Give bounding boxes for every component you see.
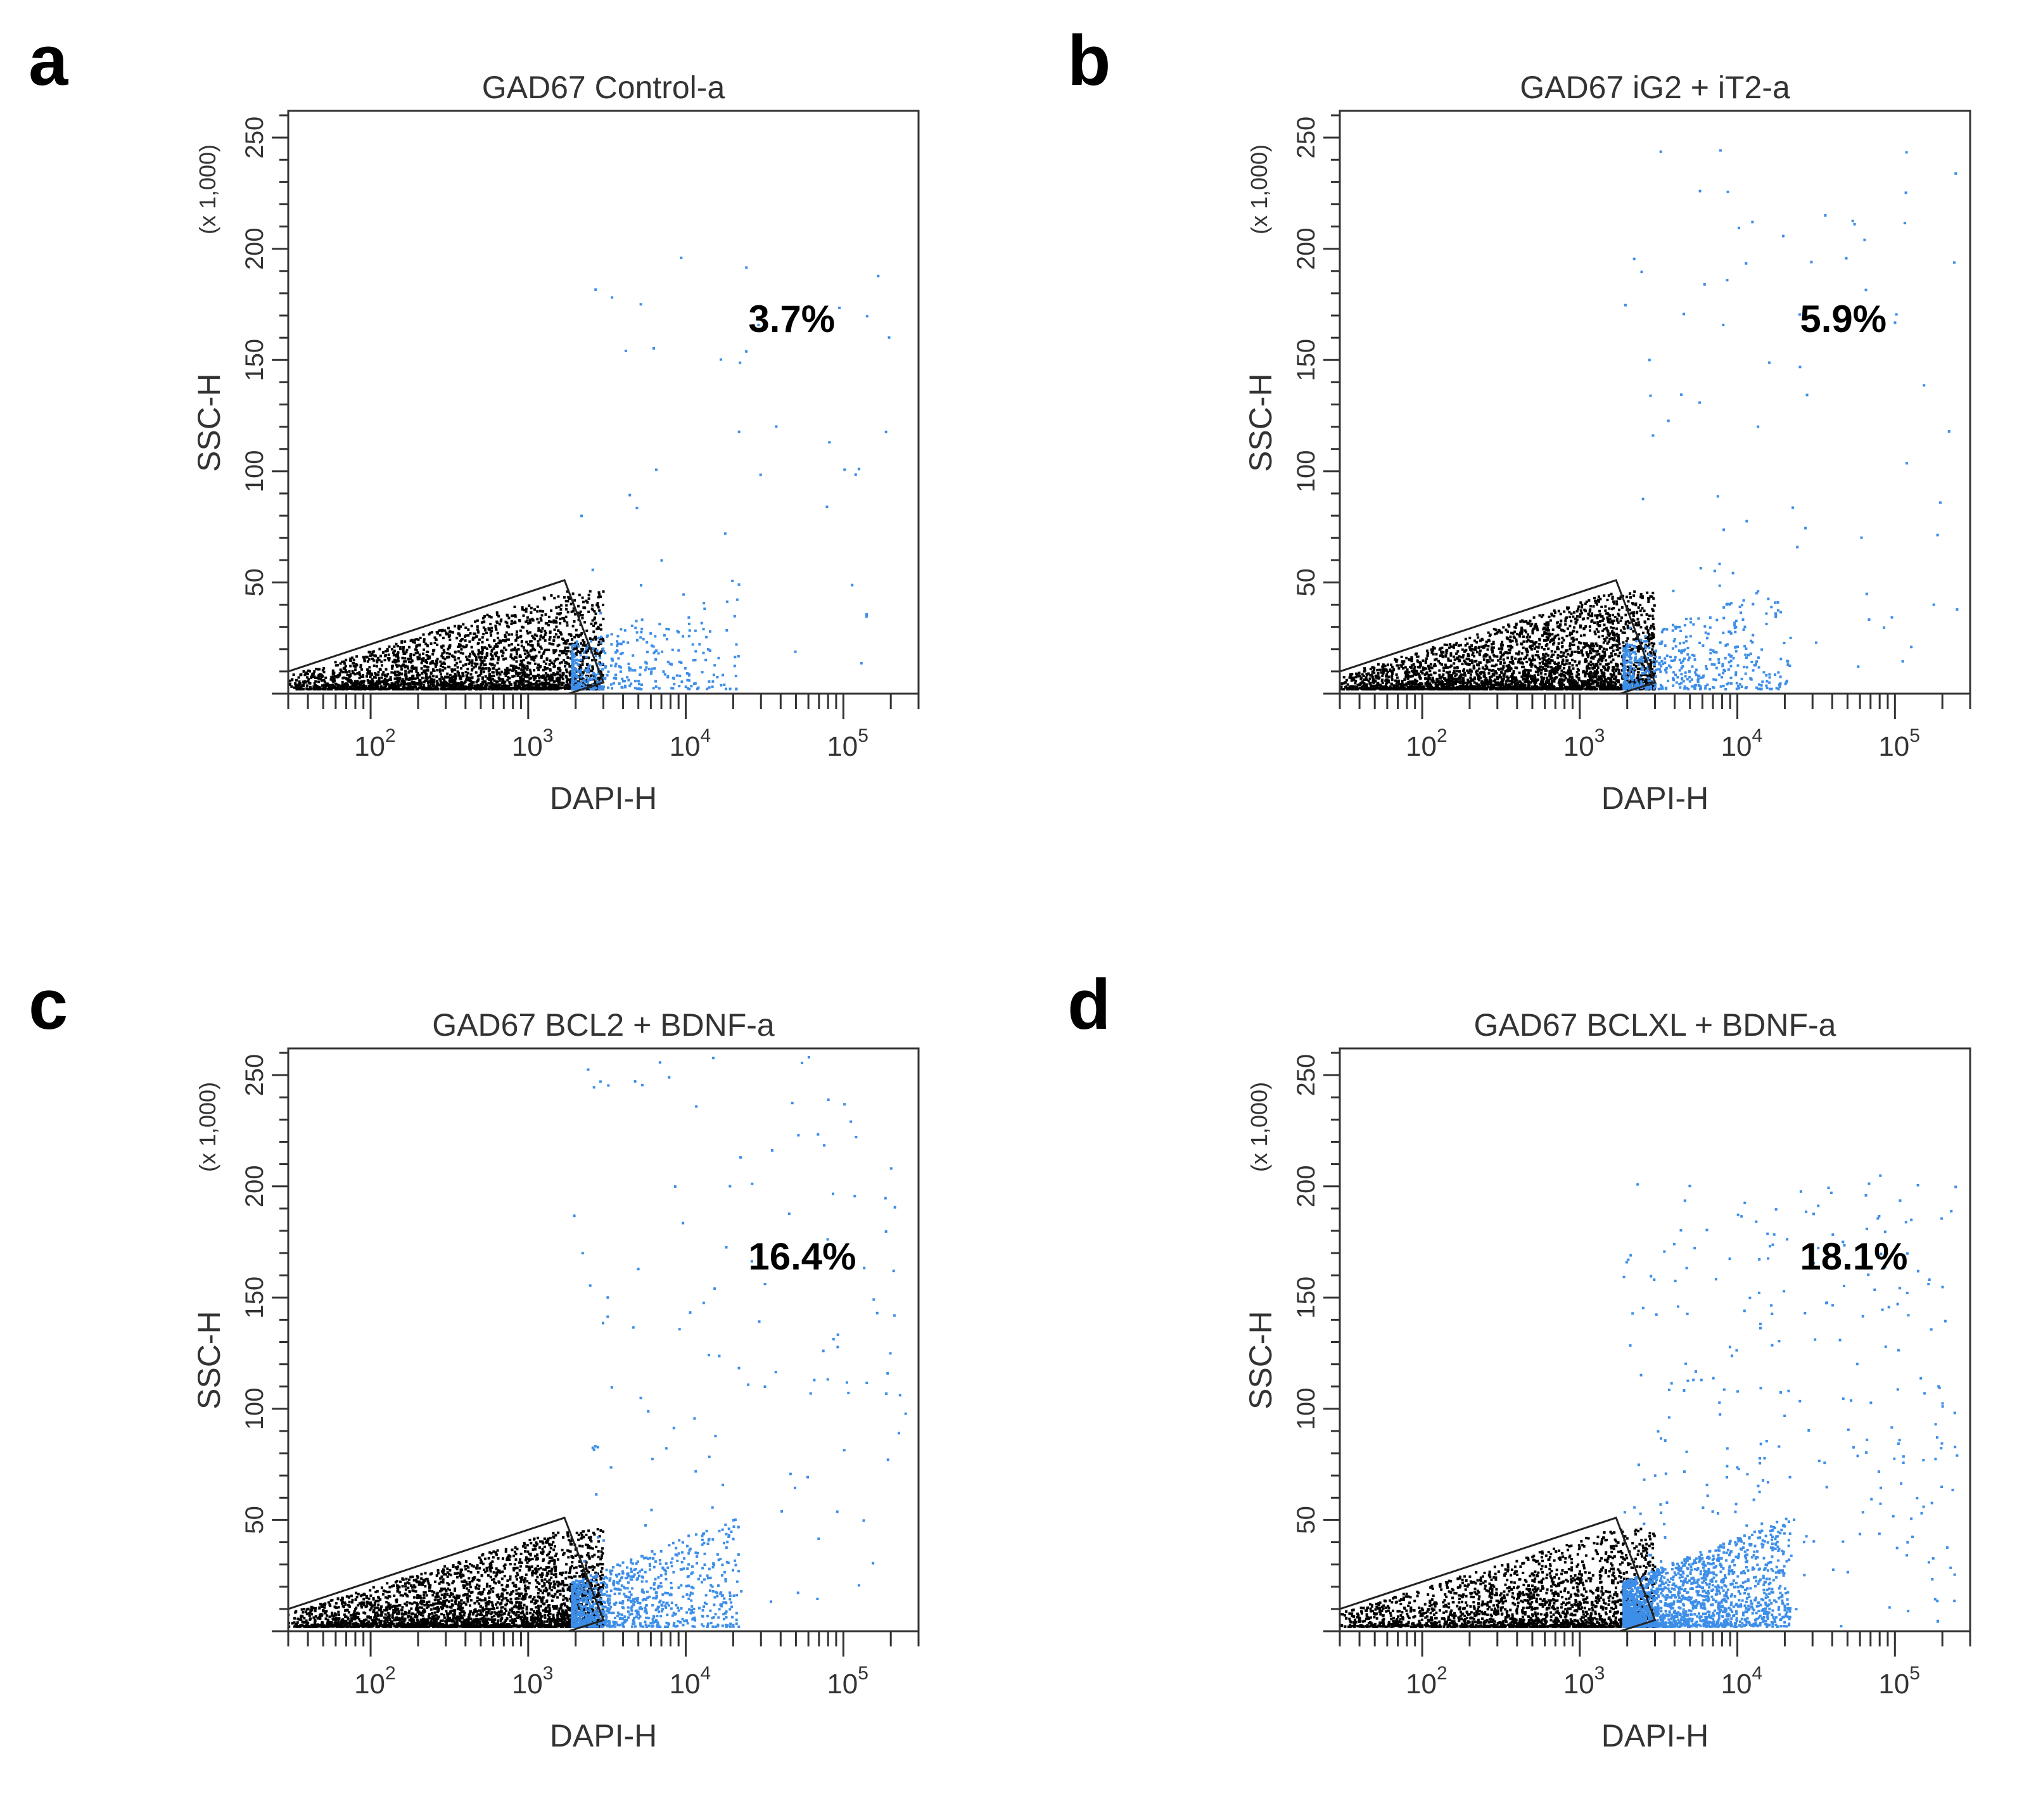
y-tick-label-a-1: 100 [241, 450, 269, 492]
x-tick-label-d-3: 105 [1878, 1663, 1920, 1700]
y-axis-unit-c: (x 1,000) [196, 1082, 219, 1172]
y-tick-label-d-1: 100 [1292, 1387, 1320, 1430]
x-tick-label-c-3: 105 [827, 1663, 869, 1700]
y-tick-label-c-0: 50 [241, 1506, 269, 1534]
y-tick-label-a-2: 150 [241, 339, 269, 381]
y-axis-ticks-d [1323, 1053, 1340, 1631]
series-dapi-positive-b [1622, 150, 1958, 691]
series-gated-c [287, 1528, 604, 1628]
x-axis-title-a: DAPI-H [550, 782, 657, 814]
series-dapi-positive-d [1622, 1174, 1958, 1628]
x-tick-label-c-1: 103 [512, 1663, 554, 1700]
y-tick-label-c-2: 150 [241, 1276, 269, 1319]
y-axis-unit-a: (x 1,000) [196, 144, 219, 234]
y-tick-label-c-4: 250 [241, 1054, 269, 1097]
percent-label-a: 3.7% [748, 300, 835, 338]
x-tick-label-b-1: 103 [1563, 725, 1605, 762]
panel-c: 102 103 104 105 50 100 150 200 250 c GAD67 BCL2 + … [0, 938, 1008, 1820]
y-tick-label-b-4: 250 [1292, 117, 1320, 159]
y-axis-unit-b: (x 1,000) [1248, 144, 1271, 234]
x-tick-label-d-0: 102 [1406, 1663, 1448, 1700]
panel-title-d: GAD67 BCLXL + BDNF-a [1474, 1009, 1836, 1041]
plot-frame-c [288, 1048, 919, 1631]
y-axis-title-d: SSC-H [1245, 1311, 1276, 1410]
x-tick-label-a-1: 103 [512, 725, 554, 762]
panel-title-b: GAD67 iG2 + iT2-a [1520, 72, 1790, 103]
scatter-plot-a: 102 103 104 105 50 100 150 200 250 [0, 0, 1008, 882]
y-tick-label-a-4: 250 [241, 117, 269, 159]
series-gated-b [1340, 590, 1657, 690]
y-axis-ticks-a [272, 115, 288, 694]
panel-title-a: GAD67 Control-a [482, 72, 725, 103]
plot-frame-a [288, 111, 919, 694]
y-tick-label-b-2: 150 [1292, 339, 1320, 381]
series-gated-d [1339, 1528, 1657, 1628]
x-axis-title-d: DAPI-H [1601, 1720, 1708, 1752]
x-axis-ticks-b [1340, 694, 1970, 719]
x-axis-ticks-a [288, 694, 919, 719]
y-tick-label-d-0: 50 [1292, 1506, 1320, 1534]
panel-letter-b: b [1067, 25, 1110, 96]
x-tick-label-c-0: 102 [354, 1663, 396, 1700]
y-tick-label-b-3: 200 [1292, 227, 1320, 270]
x-tick-label-b-3: 105 [1878, 725, 1920, 762]
points-c [287, 1056, 907, 1628]
x-tick-label-d-2: 104 [1721, 1663, 1763, 1700]
panel-b: 102 103 104 105 50 100 150 200 250 b GAD67 iG2 + i… [1052, 0, 2017, 882]
x-tick-label-b-0: 102 [1406, 725, 1448, 762]
panel-title-c: GAD67 BCL2 + BDNF-a [432, 1009, 774, 1041]
x-axis-ticks-d [1340, 1631, 1970, 1657]
series-gated-a [288, 590, 604, 691]
percent-label-c: 16.4% [748, 1238, 856, 1276]
x-axis-title-b: DAPI-H [1601, 782, 1708, 814]
y-tick-label-a-0: 50 [241, 568, 269, 597]
x-tick-label-a-2: 104 [670, 725, 711, 762]
x-tick-label-d-1: 103 [1563, 1663, 1605, 1700]
y-axis-unit-d: (x 1,000) [1248, 1082, 1271, 1172]
percent-label-d: 18.1% [1800, 1238, 1907, 1276]
x-tick-label-b-2: 104 [1721, 725, 1763, 762]
y-axis-title-c: SSC-H [193, 1311, 225, 1410]
panel-letter-a: a [29, 25, 68, 96]
y-tick-label-c-3: 200 [241, 1165, 269, 1207]
x-tick-label-a-3: 105 [827, 725, 869, 762]
panel-letter-d: d [1067, 969, 1110, 1040]
series-dapi-positive-c [571, 1056, 907, 1628]
panel-letter-c: c [29, 969, 68, 1040]
y-tick-label-d-3: 200 [1292, 1165, 1320, 1207]
panel-a: 102 103 104 105 50 100 150 200 250 a GAD67 Control… [0, 0, 1008, 882]
x-tick-label-a-0: 102 [354, 725, 396, 762]
points-b [1340, 150, 1959, 691]
panel-d: 102 103 104 105 50 100 150 200 250 d GAD67 BCLXL +… [1052, 938, 2017, 1820]
plot-frame-d [1340, 1048, 1970, 1631]
y-tick-label-b-1: 100 [1292, 450, 1320, 492]
y-tick-label-a-3: 200 [241, 227, 269, 270]
y-tick-label-c-1: 100 [241, 1387, 269, 1430]
scatter-plot-d: 102 103 104 105 50 100 150 200 250 [1052, 938, 2017, 1820]
y-axis-title-a: SSC-H [193, 374, 225, 473]
y-axis-title-b: SSC-H [1245, 374, 1276, 473]
x-axis-ticks-c [288, 1631, 919, 1657]
series-dapi-positive-a [571, 257, 890, 690]
x-tick-label-c-2: 104 [670, 1663, 711, 1700]
y-axis-ticks-b [1323, 115, 1340, 694]
y-tick-label-d-4: 250 [1292, 1054, 1320, 1097]
figure: 102 103 104 105 50 100 150 200 250 a GAD67 Control… [0, 0, 2017, 1765]
scatter-plot-b: 102 103 104 105 50 100 150 200 250 [1052, 0, 2017, 882]
percent-label-b: 5.9% [1800, 300, 1887, 338]
y-tick-label-b-0: 50 [1292, 568, 1320, 597]
y-tick-label-d-2: 150 [1292, 1276, 1320, 1319]
y-axis-ticks-c [272, 1053, 288, 1631]
scatter-plot-c: 102 103 104 105 50 100 150 200 250 [0, 938, 1008, 1820]
x-axis-title-c: DAPI-H [550, 1720, 657, 1752]
